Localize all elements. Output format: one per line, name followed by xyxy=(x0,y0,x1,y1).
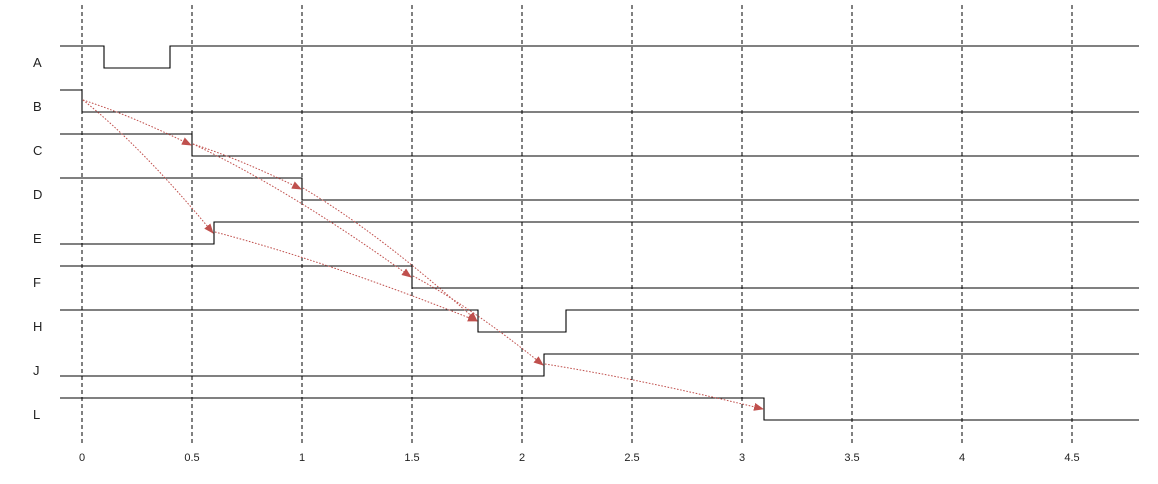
waveform-C xyxy=(60,133,1139,157)
signal-label-C: C xyxy=(33,143,42,158)
dependency-arrow-D-H xyxy=(302,187,478,322)
tick-label: 1.5 xyxy=(404,452,419,464)
dependency-arrow-B-E xyxy=(82,99,214,234)
signal-label-L: L xyxy=(33,407,40,422)
tick-label: 3 xyxy=(739,452,745,464)
dependency-arrow-J-L xyxy=(544,363,764,411)
time-axis-ticks: 0 0.5 1 1.5 2 2.5 3 3.5 4 4.5 xyxy=(79,452,1080,464)
waveform-H xyxy=(60,309,1139,333)
tick-label: 0 xyxy=(79,452,85,464)
tick-label: 2.5 xyxy=(624,452,639,464)
waveform-B xyxy=(60,89,1139,113)
dependency-arrows xyxy=(82,99,764,411)
signal-labels: A B C D E F H J L xyxy=(33,55,42,422)
waveform-J xyxy=(60,353,1139,377)
tick-label: 2 xyxy=(519,452,525,464)
dependency-arrow-F-J xyxy=(412,275,544,366)
waveform-E xyxy=(60,221,1139,245)
signal-label-D: D xyxy=(33,187,42,202)
signal-label-J: J xyxy=(33,363,40,378)
waveform-D xyxy=(60,177,1139,201)
signal-label-H: H xyxy=(33,319,42,334)
dependency-arrow-C-F xyxy=(192,143,412,278)
waveform-L xyxy=(60,397,1139,421)
dependency-arrow-E-H xyxy=(214,231,478,322)
dependency-arrow-C-D xyxy=(192,143,302,190)
dependency-arrow-B-C xyxy=(82,99,192,146)
tick-label: 0.5 xyxy=(184,452,199,464)
signal-label-B: B xyxy=(33,99,42,114)
signal-label-A: A xyxy=(33,55,42,70)
waveform-A xyxy=(60,45,1139,69)
signal-label-E: E xyxy=(33,231,42,246)
signal-waveforms xyxy=(60,45,1139,421)
tick-label: 1 xyxy=(299,452,305,464)
time-gridlines xyxy=(81,5,1073,445)
tick-label: 3.5 xyxy=(844,452,859,464)
tick-label: 4 xyxy=(959,452,965,464)
signal-label-F: F xyxy=(33,275,41,290)
tick-label: 4.5 xyxy=(1064,452,1079,464)
waveform-F xyxy=(60,265,1139,289)
